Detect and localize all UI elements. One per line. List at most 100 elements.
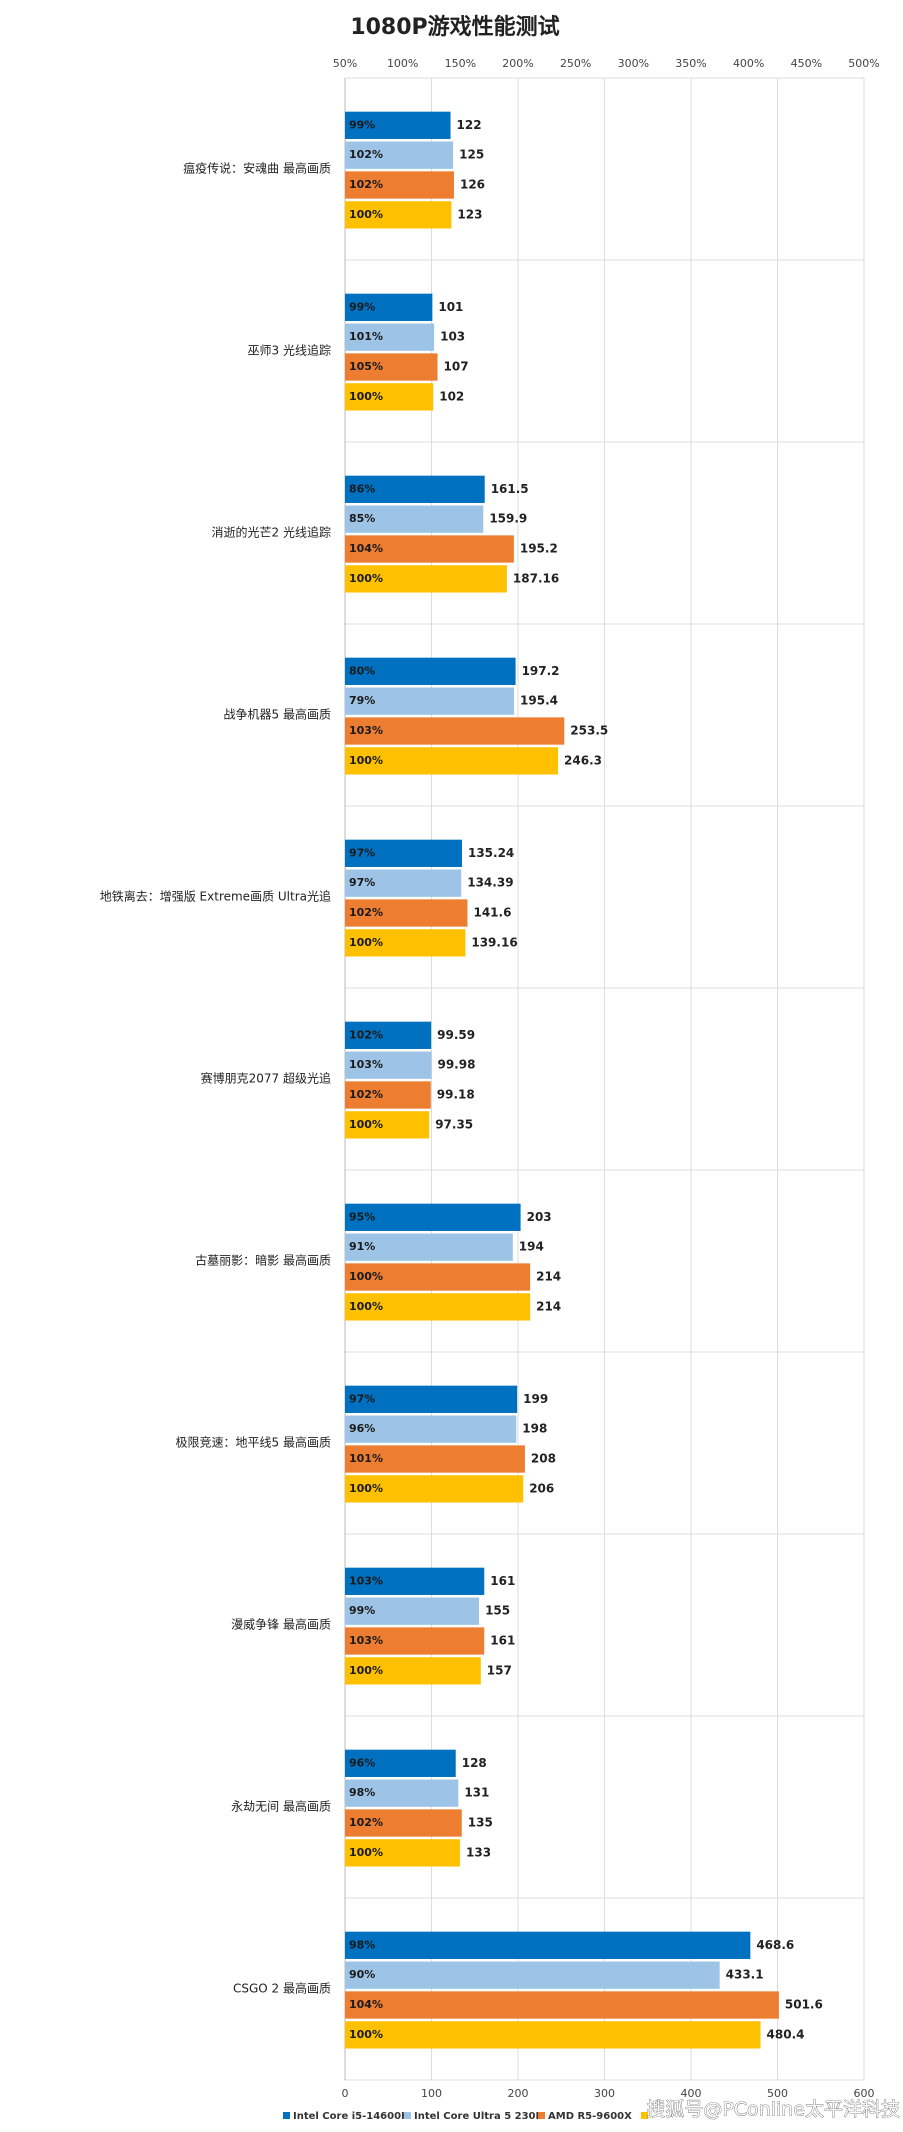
bar — [345, 929, 466, 957]
bar — [345, 1293, 531, 1321]
percent-label: 96% — [349, 1756, 375, 1769]
value-label: 198 — [522, 1422, 547, 1436]
x2-tick-label: 350% — [675, 57, 706, 70]
percent-label: 101% — [349, 1452, 383, 1465]
category-label: CSGO 2 最高画质 — [233, 1981, 331, 1996]
x-tick-label: 600 — [854, 2087, 875, 2100]
percent-label: 102% — [349, 906, 383, 919]
category-label: 瘟疫传说：安魂曲 最高画质 — [183, 161, 331, 176]
bar — [345, 475, 485, 503]
percent-label: 100% — [349, 936, 383, 949]
value-label: 197.2 — [522, 664, 560, 678]
value-label: 123 — [457, 207, 482, 221]
value-label: 99.98 — [437, 1058, 475, 1072]
x-tick-label: 200 — [508, 2087, 529, 2100]
bar — [345, 1051, 432, 1079]
bar — [345, 323, 435, 351]
bar — [345, 1415, 517, 1443]
percent-label: 102% — [349, 1028, 383, 1041]
category-label: 战争机器5 最高画质 — [224, 707, 331, 722]
value-label: 161 — [490, 1634, 515, 1648]
category-label: 巫师3 光线追踪 — [248, 343, 331, 358]
percent-label: 99% — [349, 300, 375, 313]
bar — [345, 565, 507, 593]
bar — [345, 899, 468, 927]
bar — [345, 1385, 518, 1413]
bar — [345, 1839, 461, 1867]
bar — [345, 1991, 779, 2019]
bar — [345, 1081, 431, 1109]
x2-tick-label: 200% — [502, 57, 533, 70]
percent-label: 105% — [349, 360, 383, 373]
percent-label: 97% — [349, 846, 375, 859]
bar — [345, 353, 438, 381]
watermark: 搜狐号@PConline太平洋科技 — [646, 2099, 900, 2121]
x2-tick-label: 100% — [387, 57, 418, 70]
bar — [345, 505, 484, 533]
bar — [345, 1961, 720, 1989]
value-label: 199 — [523, 1392, 548, 1406]
x2-tick-label: 400% — [733, 57, 764, 70]
bar — [345, 535, 514, 563]
bar — [345, 869, 462, 897]
value-label: 97.35 — [435, 1117, 473, 1131]
bar — [345, 383, 434, 411]
value-label: 208 — [531, 1452, 556, 1466]
category-label: 古墓丽影：暗影 最高画质 — [195, 1253, 331, 1268]
value-label: 99.59 — [437, 1028, 475, 1042]
legend-swatch — [641, 2112, 648, 2119]
bar — [345, 1931, 751, 1959]
category-label: 赛博朋克2077 超级光追 — [201, 1071, 331, 1086]
bar — [345, 1263, 531, 1291]
value-label: 480.4 — [767, 2027, 805, 2041]
value-label: 468.6 — [756, 1938, 794, 1952]
percent-label: 100% — [349, 572, 383, 585]
category-label: 极限竞速：地平线5 最高画质 — [176, 1435, 331, 1450]
category-label: 地铁离去：增强版 Extreme画质 Ultra光追 — [100, 889, 331, 904]
value-label: 134.39 — [467, 876, 513, 890]
value-label: 246.3 — [564, 753, 602, 767]
x2-tick-label: 150% — [445, 57, 476, 70]
bar — [345, 1475, 524, 1503]
legend-label: AMD R5-9600X — [548, 2111, 632, 2122]
value-label: 155 — [485, 1604, 510, 1618]
percent-label: 97% — [349, 1392, 375, 1405]
bar — [345, 1111, 430, 1139]
percent-label: 95% — [349, 1210, 375, 1223]
value-label: 159.9 — [489, 512, 527, 526]
percent-label: 100% — [349, 1846, 383, 1859]
value-label: 141.6 — [473, 906, 511, 920]
value-label: 131 — [464, 1786, 489, 1800]
value-label: 214 — [536, 1299, 561, 1313]
value-label: 194 — [519, 1240, 544, 1254]
legend-label: Intel Core Ultra 5 230F — [414, 2111, 542, 2122]
value-label: 125 — [459, 148, 484, 162]
percent-label: 97% — [349, 876, 375, 889]
bar — [345, 1021, 432, 1049]
category-label: 永劫无间 最高画质 — [231, 1799, 331, 1814]
bar — [345, 1627, 485, 1655]
percent-label: 103% — [349, 1634, 383, 1647]
bar — [345, 1567, 485, 1595]
bar — [345, 1445, 525, 1473]
percent-label: 91% — [349, 1240, 375, 1253]
percent-label: 96% — [349, 1422, 375, 1435]
percent-label: 100% — [349, 1482, 383, 1495]
percent-label: 90% — [349, 1968, 375, 1981]
percent-label: 98% — [349, 1938, 375, 1951]
value-label: 253.5 — [570, 724, 608, 738]
bar — [345, 717, 565, 745]
category-label: 消逝的光芒2 光线追踪 — [212, 525, 331, 540]
value-label: 135 — [468, 1816, 493, 1830]
x-tick-label: 300 — [594, 2087, 615, 2100]
bar — [345, 747, 559, 775]
bar — [345, 1233, 513, 1261]
bar — [345, 141, 454, 169]
percent-label: 79% — [349, 694, 375, 707]
percent-label: 104% — [349, 542, 383, 555]
bar — [345, 1779, 459, 1807]
bar — [345, 839, 462, 867]
percent-label: 86% — [349, 482, 375, 495]
x-tick-label: 400 — [681, 2087, 702, 2100]
percent-label: 85% — [349, 512, 375, 525]
